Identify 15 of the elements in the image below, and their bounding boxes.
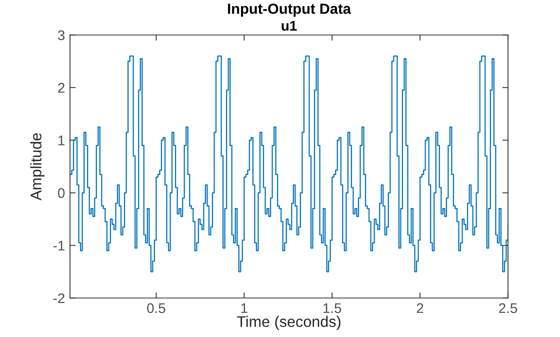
x-tick-label: 2.5 [499,303,518,314]
y-tick-label: -2 [53,293,64,304]
x-tick-label: 1.5 [324,303,342,314]
x-tick-label: 2 [416,303,424,313]
x-tick-label: 0.5 [147,303,166,314]
chart-title: Input-Output Data [228,4,352,17]
y-tick-label: -1 [53,240,64,250]
x-tick-label: 1 [241,303,248,313]
y-tick-label: 2 [58,82,64,93]
y-tick-label: 1 [58,136,64,146]
chart-subtitle: u1 [282,21,297,31]
x-axis-title: Time (seconds) [236,316,340,330]
y-axis-title: Amplitude [30,133,44,200]
y-tick-label: 3 [58,30,65,40]
y-tick-label: 0 [58,188,65,198]
